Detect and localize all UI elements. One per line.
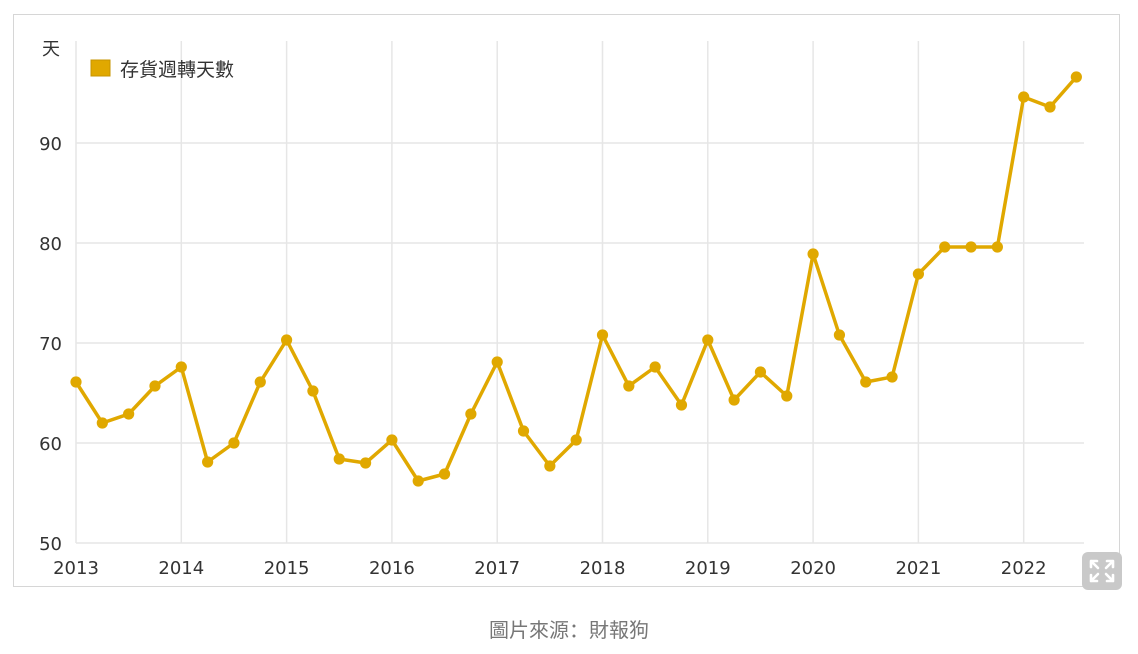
data-point: [1044, 101, 1056, 113]
fullscreen-button[interactable]: [1082, 552, 1122, 590]
data-point: [570, 434, 582, 446]
data-point: [1018, 91, 1030, 103]
data-point: [649, 361, 661, 373]
data-point: [386, 434, 398, 446]
data-point: [281, 334, 293, 346]
y-tick-label: 80: [39, 234, 62, 255]
data-point: [412, 475, 424, 487]
data-point: [781, 390, 793, 402]
legend-label: 存貨週轉天數: [120, 59, 234, 81]
data-point: [517, 425, 530, 437]
data-point: [807, 248, 819, 260]
x-tick-label: 2015: [264, 558, 310, 579]
data-point: [596, 329, 609, 341]
y-tick-label: 70: [39, 334, 62, 355]
data-point: [939, 241, 951, 253]
x-tick-label: 2014: [158, 558, 204, 579]
data-point: [438, 468, 451, 480]
data-point: [70, 376, 82, 388]
image-source-caption: 圖片來源：財報狗: [489, 618, 649, 642]
data-point: [333, 453, 345, 465]
y-tick-label: 50: [39, 534, 62, 555]
x-tick-label: 2022: [1001, 558, 1047, 579]
y-tick-label: 60: [39, 434, 62, 455]
data-point: [675, 399, 688, 411]
data-point: [307, 385, 319, 397]
y-tick-label: 90: [39, 134, 62, 155]
series-line: [74, 75, 1078, 483]
data-point: [544, 460, 556, 472]
data-point: [228, 437, 240, 449]
data-point: [965, 241, 977, 253]
data-point: [96, 417, 108, 429]
data-point: [833, 329, 846, 341]
x-tick-label: 2021: [895, 558, 941, 579]
data-point: [491, 356, 503, 368]
x-tick-label: 2013: [53, 558, 99, 579]
data-point: [728, 394, 740, 406]
x-tick-label: 2020: [790, 558, 836, 579]
x-tick-label: 2018: [580, 558, 626, 579]
line-chart: 50 60 70 80 90 天 2013 2014 2015 2016 2017 2018 2019 2…: [39, 39, 1084, 579]
data-point: [465, 408, 477, 420]
data-point: [175, 361, 187, 373]
data-point: [886, 371, 898, 383]
data-point: [202, 456, 214, 468]
x-tick-label: 2019: [685, 558, 731, 579]
data-point: [991, 241, 1003, 253]
data-point: [912, 268, 925, 280]
x-tick-label: 2017: [474, 558, 520, 579]
chart-container: 50 60 70 80 90 天 2013 2014 2015 2016 2017 2018 2019 2…: [13, 14, 1122, 590]
data-point: [754, 366, 767, 378]
expand-icon: [1089, 559, 1115, 583]
y-axis-unit: 天: [42, 39, 60, 60]
data-point: [1070, 71, 1082, 83]
data-point: [149, 380, 161, 392]
data-point: [254, 376, 266, 388]
x-tick-label: 2016: [369, 558, 415, 579]
data-point: [702, 334, 714, 346]
data-point: [860, 376, 872, 388]
data-point: [359, 457, 372, 469]
legend-swatch: [90, 59, 111, 77]
data-point: [123, 408, 135, 420]
data-point: [623, 380, 635, 392]
